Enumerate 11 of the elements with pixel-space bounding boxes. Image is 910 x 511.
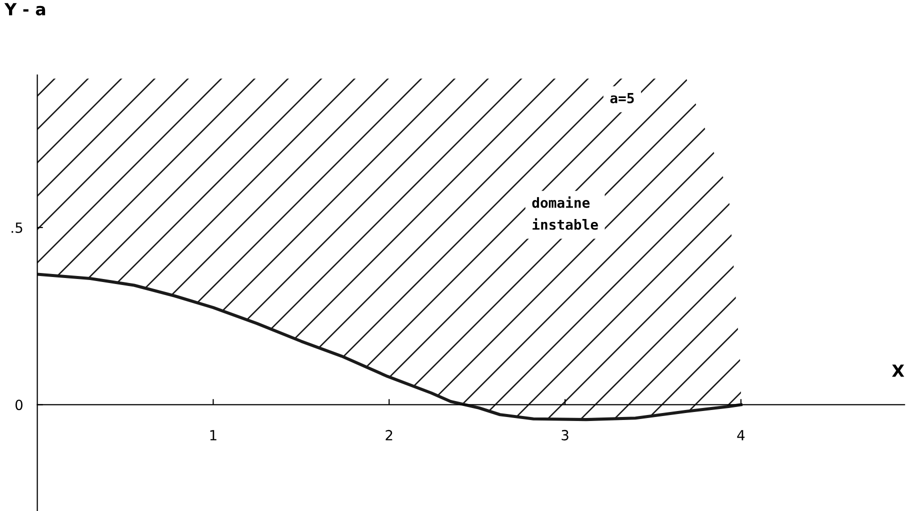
x-tick-label: 1 bbox=[210, 430, 216, 440]
line-series bbox=[37, 272, 742, 422]
x-tick-label: 3 bbox=[562, 430, 568, 440]
x-axis-title: X bbox=[892, 364, 904, 377]
x-tick-label: 4 bbox=[737, 430, 745, 440]
annotation: a=5 bbox=[610, 92, 634, 104]
y-tick-label: .5 bbox=[12, 222, 22, 233]
x-tick-label: 2 bbox=[386, 430, 392, 440]
y-tick-label: 0 bbox=[16, 400, 22, 410]
y-axis-title: Y - a bbox=[4, 3, 46, 16]
annotation: domaine instable bbox=[532, 196, 598, 230]
